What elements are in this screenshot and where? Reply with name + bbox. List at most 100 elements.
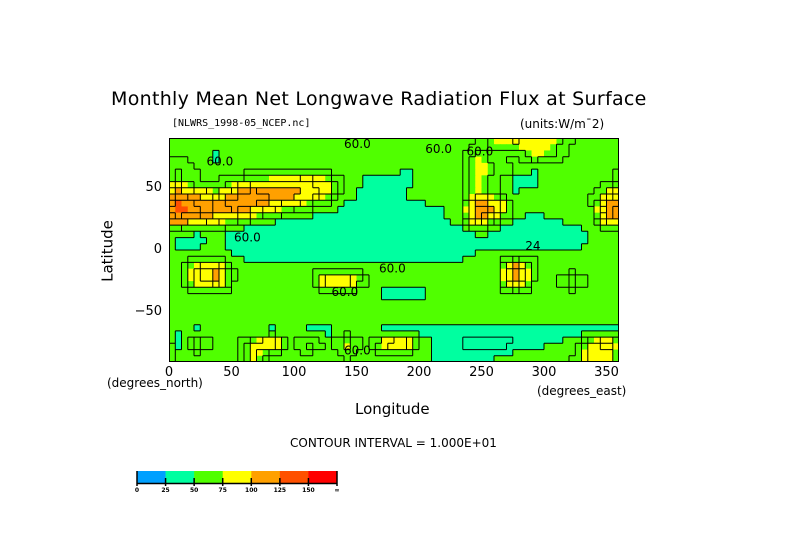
flux-cell <box>194 175 201 183</box>
flux-cell <box>169 218 176 226</box>
flux-cell <box>606 343 614 351</box>
flux-cell <box>362 231 370 239</box>
flux-cell <box>587 318 595 326</box>
flux-cell <box>419 337 426 344</box>
flux-cell <box>519 225 526 232</box>
flux-cell <box>312 274 320 282</box>
flux-cell <box>587 231 595 239</box>
flux-cell <box>387 156 395 164</box>
flux-cell <box>400 287 408 295</box>
flux-cell <box>212 156 220 164</box>
flux-cell <box>456 187 464 195</box>
flux-cell <box>287 175 295 183</box>
flux-cell <box>262 144 270 152</box>
flux-cell <box>575 231 583 239</box>
flux-cell <box>231 212 239 220</box>
flux-cell <box>444 237 451 245</box>
flux-cell <box>450 194 458 201</box>
flux-cell <box>512 243 520 251</box>
flux-cell <box>431 218 439 226</box>
flux-cell <box>344 187 351 195</box>
flux-cell <box>312 212 320 220</box>
flux-cell <box>612 318 619 326</box>
flux-cell <box>356 200 364 208</box>
flux-cell <box>225 268 233 276</box>
flux-cell <box>594 293 601 301</box>
flux-cell <box>506 162 514 170</box>
flux-cell <box>469 243 476 251</box>
flux-cell <box>469 194 476 201</box>
flux-cell <box>469 330 476 338</box>
flux-cell <box>269 281 276 288</box>
flux-cell <box>287 243 295 251</box>
flux-cell <box>462 175 470 183</box>
flux-cell <box>600 206 608 214</box>
flux-cell <box>269 200 276 208</box>
flux-cell <box>575 243 583 251</box>
flux-cell <box>425 150 433 158</box>
flux-cell <box>325 293 333 301</box>
flux-cell <box>575 343 583 351</box>
flux-cell <box>531 144 539 152</box>
flux-cell <box>275 330 283 338</box>
flux-cell <box>556 268 564 276</box>
flux-cell <box>612 343 619 351</box>
flux-cell <box>275 144 283 152</box>
flux-cell <box>494 312 501 320</box>
flux-cell <box>319 343 326 351</box>
flux-cell <box>444 293 451 301</box>
flux-cell <box>319 150 326 158</box>
flux-cell <box>325 156 333 164</box>
flux-cell <box>337 212 345 220</box>
flux-cell <box>262 274 270 282</box>
flux-cell <box>487 349 495 357</box>
flux-cell <box>612 187 619 195</box>
flux-cell <box>475 324 483 332</box>
flux-cell <box>469 169 476 176</box>
flux-cell <box>269 293 276 301</box>
flux-cell <box>231 268 239 276</box>
flux-cell <box>456 318 464 326</box>
flux-cell <box>269 299 276 307</box>
flux-cell <box>606 324 614 332</box>
flux-cell <box>444 287 451 295</box>
flux-cell <box>550 225 558 232</box>
flux-cell <box>206 181 214 189</box>
flux-cell <box>387 231 395 239</box>
flux-cell <box>394 144 401 152</box>
flux-cell <box>219 200 226 208</box>
flux-cell <box>262 312 270 320</box>
flux-cell <box>606 337 614 344</box>
flux-cell <box>525 349 533 357</box>
flux-cell <box>250 181 258 189</box>
flux-cell <box>594 162 601 170</box>
flux-cell <box>506 150 514 158</box>
flux-cell <box>437 256 445 264</box>
flux-cell <box>531 169 539 176</box>
flux-cell <box>194 256 201 264</box>
flux-cell <box>181 175 189 183</box>
flux-cell <box>569 355 576 362</box>
flux-cell <box>444 181 451 189</box>
flux-cell <box>400 274 408 282</box>
flux-cell <box>612 175 619 183</box>
flux-cell <box>481 355 489 362</box>
flux-cell <box>437 237 445 245</box>
flux-cell <box>219 206 226 214</box>
flux-cell <box>219 318 226 326</box>
flux-cell <box>206 218 214 226</box>
flux-cell <box>606 156 614 164</box>
flux-cell <box>219 256 226 264</box>
flux-cell <box>562 274 570 282</box>
flux-cell <box>194 293 201 301</box>
flux-cell <box>394 218 401 226</box>
flux-cell <box>600 287 608 295</box>
flux-cell <box>250 144 258 152</box>
flux-cell <box>412 144 420 152</box>
flux-cell <box>375 243 383 251</box>
flux-cell <box>381 212 389 220</box>
flux-cell <box>575 287 583 295</box>
flux-cell <box>212 330 220 338</box>
flux-cell <box>287 312 295 320</box>
flux-cell <box>544 218 551 226</box>
